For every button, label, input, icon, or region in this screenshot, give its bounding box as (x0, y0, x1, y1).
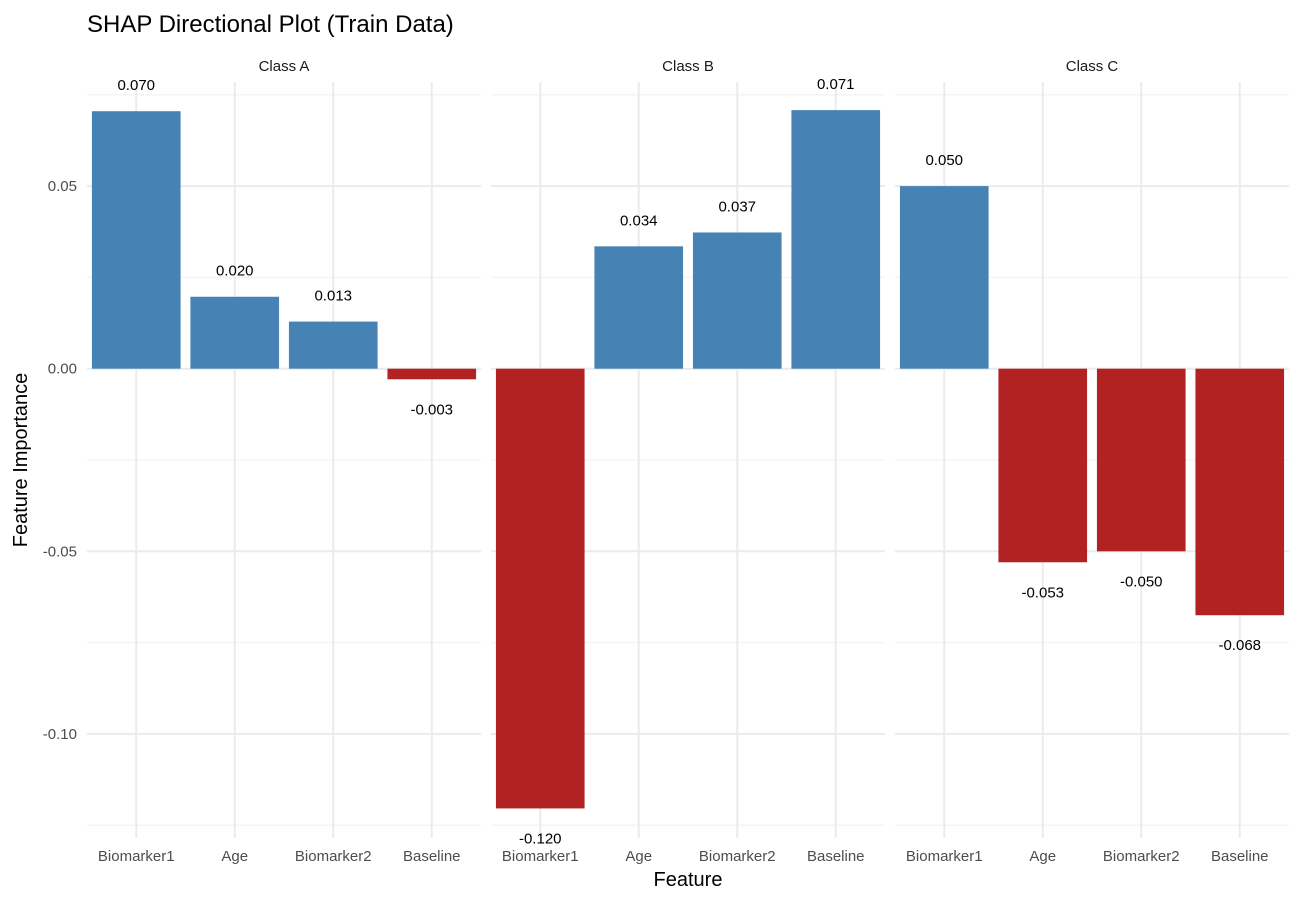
x-tick-label: Biomarker2 (699, 848, 776, 865)
x-tick-label: Biomarker2 (295, 848, 372, 865)
facet-panel: Class C 0.050 Biomarker1 -0.053 Age -0.050 Bio… (895, 58, 1289, 865)
data-label: 0.037 (718, 198, 756, 215)
x-tick-label: Age (625, 848, 652, 865)
data-label: 0.050 (925, 152, 963, 169)
facet-strip-label: Class C (1066, 58, 1119, 75)
x-tick-label: Age (1029, 848, 1056, 865)
facet-panels: Class A 0.070 Biomarker1 0.020 Age 0.013 Bioma… (87, 58, 1289, 865)
bar (692, 232, 782, 369)
bar (791, 110, 881, 369)
y-tick-label: 0.00 (48, 361, 77, 378)
y-axis-title: Feature Importance (10, 373, 32, 548)
bar (387, 368, 477, 380)
bar (998, 368, 1088, 563)
x-tick-label: Age (221, 848, 248, 865)
data-label: 0.070 (117, 77, 155, 94)
bar (1096, 368, 1186, 552)
x-tick-label: Biomarker1 (502, 848, 579, 865)
x-tick-label: Baseline (1211, 848, 1269, 865)
bar (899, 186, 989, 369)
y-tick-group: 0.05 0.00 -0.05 -0.10 (43, 178, 77, 743)
chart-title: SHAP Directional Plot (Train Data) (87, 11, 454, 38)
data-label: 0.071 (817, 76, 855, 93)
x-tick-label: Biomarker1 (906, 848, 983, 865)
bar (190, 296, 280, 369)
y-tick-label: 0.05 (48, 178, 77, 195)
bar (1195, 368, 1285, 616)
data-label: -0.003 (410, 401, 453, 418)
bar (288, 321, 378, 369)
data-label: -0.068 (1218, 637, 1261, 654)
x-tick-label: Baseline (807, 848, 865, 865)
x-tick-label: Baseline (403, 848, 461, 865)
bar (495, 368, 585, 809)
bar (594, 246, 684, 369)
x-tick-label: Biomarker1 (98, 848, 175, 865)
bar (91, 111, 181, 369)
facet-strip-label: Class A (259, 58, 310, 75)
data-label: -0.053 (1021, 584, 1064, 601)
x-axis-title: Feature (654, 869, 723, 891)
data-label: -0.120 (519, 830, 562, 847)
x-tick-label: Biomarker2 (1103, 848, 1180, 865)
facet-strip-label: Class B (662, 58, 714, 75)
data-label: 0.034 (620, 212, 658, 229)
facet-panel: Class A 0.070 Biomarker1 0.020 Age 0.013 Bioma… (87, 58, 481, 865)
y-tick-label: -0.05 (43, 543, 77, 560)
data-label: 0.020 (216, 263, 254, 280)
data-label: 0.013 (314, 288, 352, 305)
y-tick-label: -0.10 (43, 726, 77, 743)
data-label: -0.050 (1120, 573, 1163, 590)
